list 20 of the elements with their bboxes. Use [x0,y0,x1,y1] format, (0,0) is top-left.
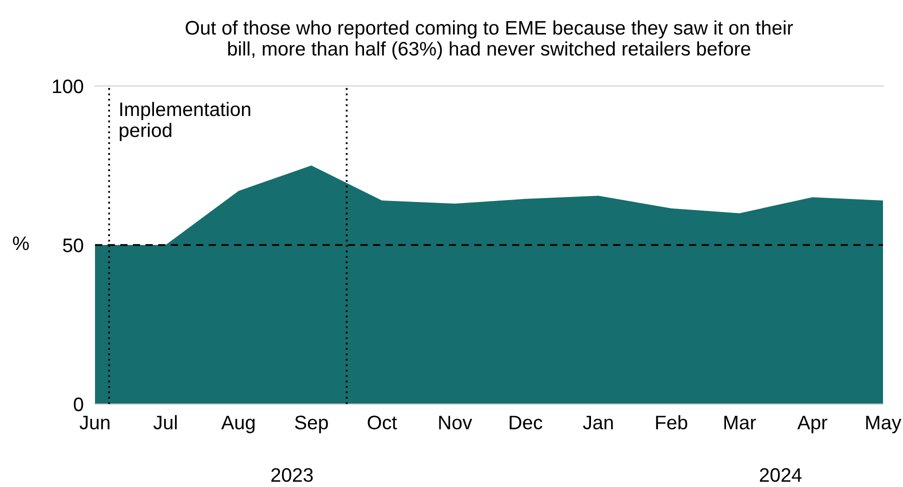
x-tick-label: Jul [153,415,177,430]
y-tick-label: 100 [52,79,84,94]
chart-title: Out of those who reported coming to EME because they saw it on their bill, more than half (63%) had never switched retailers before [186,20,793,60]
x-tick-label: Jun [80,416,110,430]
x-tick-label: Oct [368,416,397,430]
y-tick-label: 50 [63,238,84,252]
x-tick-label: Feb [656,415,688,430]
ref-line-label: Implementation period [120,102,250,141]
y-tick-label: 0 [74,397,84,412]
text: 2024 [760,468,802,482]
x-tick-label: Aug [221,416,255,434]
x-tick-label: Mar [724,416,756,430]
x-tick-label: Dec [510,416,542,430]
x-tick-label: Jan [583,416,613,430]
y-axis-title: % [12,236,29,250]
x-tick-label: Apr [797,416,828,434]
x-tick-label: Sep [294,416,328,434]
x-tick-label: Nov [439,416,472,430]
text: 2023 [271,468,313,482]
x-tick-label: May [866,416,902,434]
